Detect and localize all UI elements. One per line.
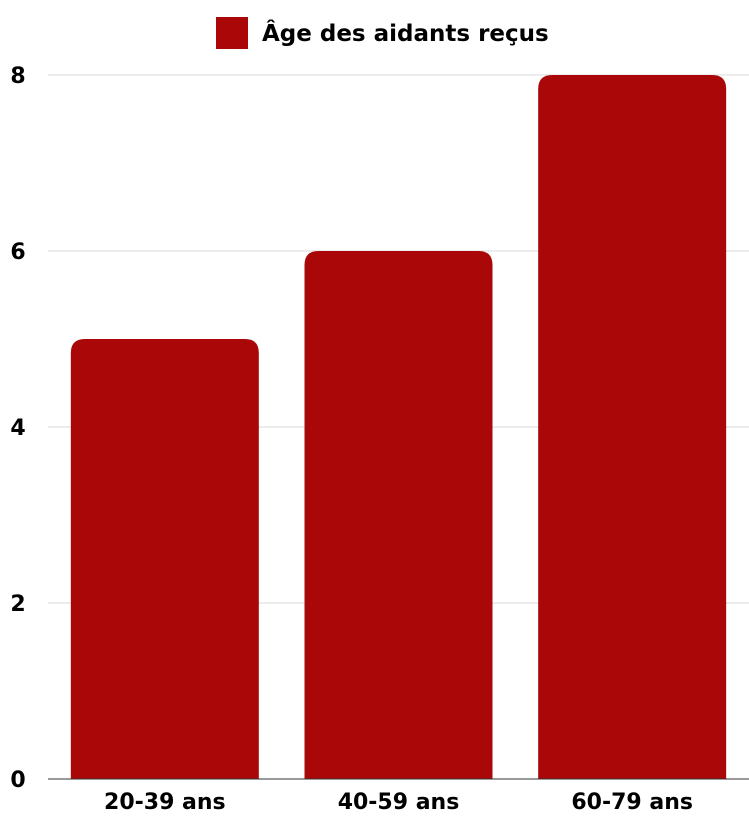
y-axis: 0 2 4 6 8 bbox=[10, 64, 25, 793]
legend-label: Âge des aidants reçus bbox=[262, 19, 549, 47]
legend-swatch bbox=[216, 17, 248, 49]
bar bbox=[304, 251, 493, 779]
x-tick-label: 20-39 ans bbox=[104, 790, 226, 815]
x-tick-label: 60-79 ans bbox=[571, 790, 693, 815]
y-tick-label: 4 bbox=[10, 416, 25, 441]
x-tick-label: 40-59 ans bbox=[338, 790, 460, 815]
y-tick-label: 8 bbox=[10, 64, 25, 89]
y-tick-label: 2 bbox=[10, 592, 25, 617]
bar bbox=[70, 339, 259, 779]
x-axis: 20-39 ans 40-59 ans 60-79 ans bbox=[104, 790, 693, 815]
y-tick-label: 0 bbox=[10, 768, 25, 793]
bars bbox=[70, 75, 727, 779]
bar bbox=[538, 75, 727, 779]
y-tick-label: 6 bbox=[10, 240, 25, 265]
legend: Âge des aidants reçus bbox=[216, 17, 549, 49]
